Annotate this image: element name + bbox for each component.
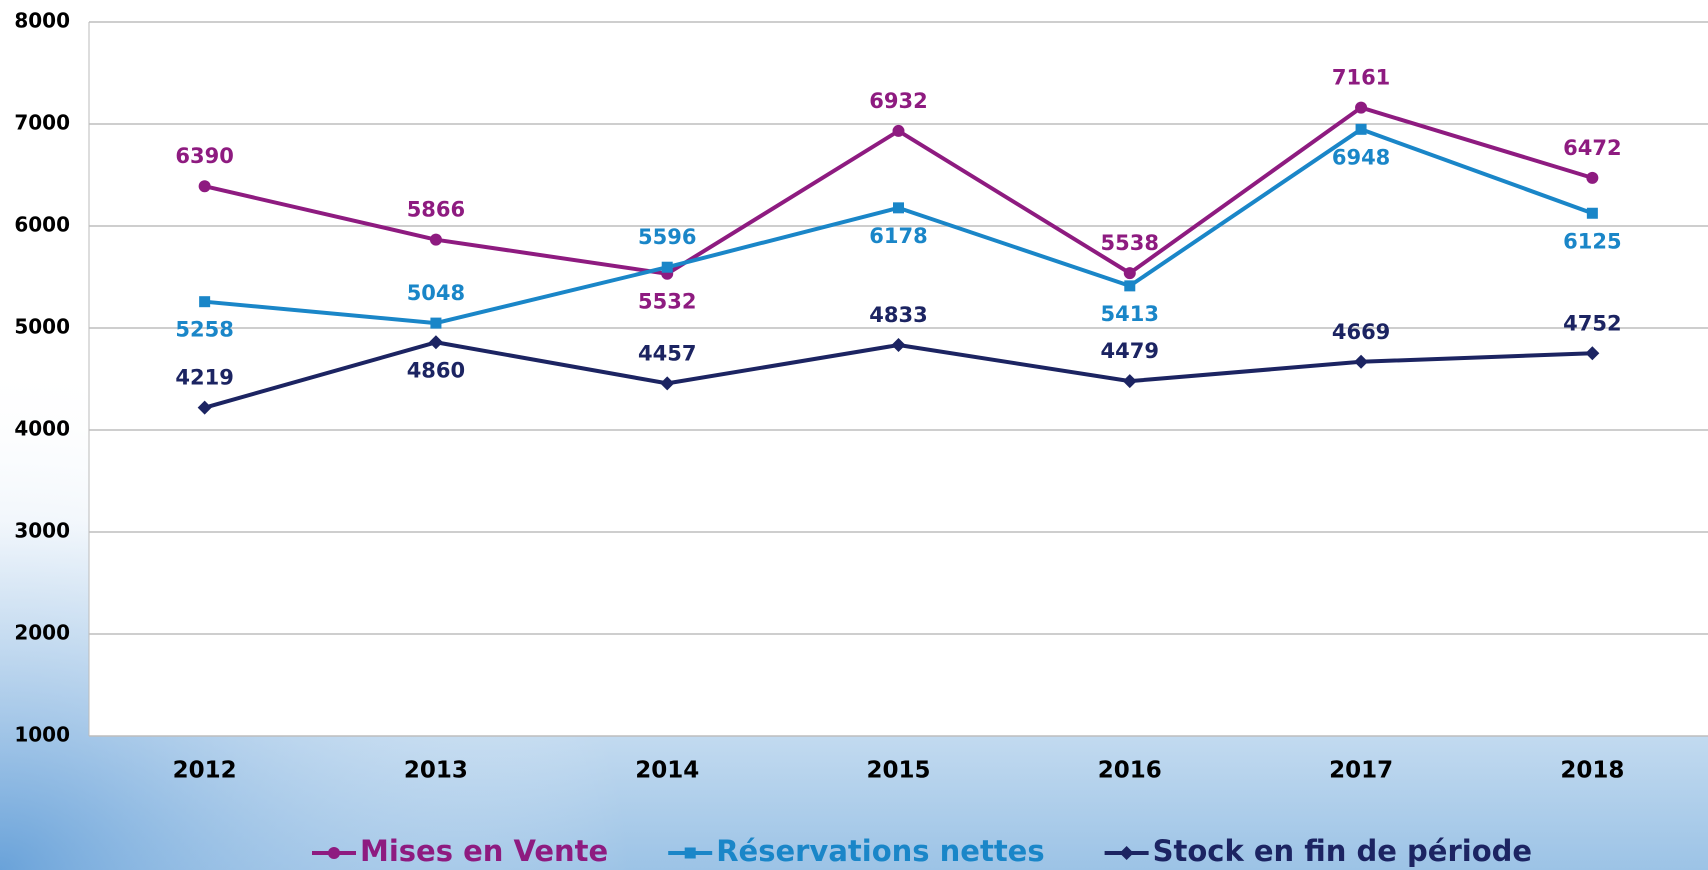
marker bbox=[685, 848, 696, 859]
data-label: 7161 bbox=[1332, 66, 1390, 90]
marker bbox=[1356, 124, 1367, 135]
marker bbox=[430, 318, 441, 329]
data-label: 6472 bbox=[1563, 136, 1621, 160]
data-label: 5532 bbox=[638, 290, 696, 314]
data-label: 5596 bbox=[638, 225, 696, 249]
data-label: 4669 bbox=[1332, 320, 1390, 344]
data-label: 5538 bbox=[1101, 231, 1159, 255]
legend-label: Mises en Vente bbox=[360, 834, 608, 868]
data-label: 4752 bbox=[1563, 311, 1621, 335]
y-tick-label: 7000 bbox=[14, 111, 70, 135]
y-tick-label: 2000 bbox=[14, 621, 70, 645]
x-tick-label: 2013 bbox=[404, 758, 468, 784]
marker bbox=[199, 180, 211, 192]
chart: 1000 2000 3000 4000 5000 6000 7000 8000 2012 2013… bbox=[0, 0, 1708, 870]
legend-label: Stock en fin de période bbox=[1153, 834, 1532, 868]
data-label: 5413 bbox=[1101, 302, 1159, 326]
marker bbox=[1355, 102, 1367, 114]
data-label: 4219 bbox=[175, 366, 233, 390]
marker bbox=[328, 847, 340, 859]
marker bbox=[893, 202, 904, 213]
y-tick-label: 5000 bbox=[14, 315, 70, 339]
data-label: 5048 bbox=[407, 281, 465, 305]
x-tick-label: 2014 bbox=[635, 758, 699, 784]
marker bbox=[199, 296, 210, 307]
data-label: 6178 bbox=[869, 224, 927, 248]
y-tick-label: 4000 bbox=[14, 417, 70, 441]
x-tick-label: 2012 bbox=[173, 758, 237, 784]
data-label: 4479 bbox=[1101, 339, 1159, 363]
y-tick-label: 6000 bbox=[14, 213, 70, 237]
x-tick-label: 2017 bbox=[1329, 758, 1393, 784]
data-label: 6932 bbox=[869, 89, 927, 113]
data-label: 6125 bbox=[1563, 229, 1621, 253]
data-label: 6390 bbox=[175, 144, 233, 168]
marker bbox=[662, 262, 673, 273]
marker bbox=[893, 125, 905, 137]
data-label: 4860 bbox=[407, 358, 465, 382]
legend-label: Réservations nettes bbox=[716, 834, 1044, 868]
data-label: 4833 bbox=[869, 303, 927, 327]
marker bbox=[1587, 208, 1598, 219]
x-tick-label: 2018 bbox=[1560, 758, 1624, 784]
x-tick-label: 2015 bbox=[866, 758, 930, 784]
y-tick-label: 3000 bbox=[14, 519, 70, 543]
marker bbox=[1586, 172, 1598, 184]
marker bbox=[1124, 267, 1136, 279]
data-label: 5866 bbox=[407, 198, 465, 222]
data-label: 6948 bbox=[1332, 145, 1390, 169]
y-tick-label: 1000 bbox=[14, 723, 70, 747]
marker bbox=[430, 234, 442, 246]
data-label: 4457 bbox=[638, 341, 696, 365]
y-tick-label: 8000 bbox=[14, 9, 70, 33]
marker bbox=[1124, 280, 1135, 291]
data-label: 5258 bbox=[175, 318, 233, 342]
x-tick-label: 2016 bbox=[1098, 758, 1162, 784]
